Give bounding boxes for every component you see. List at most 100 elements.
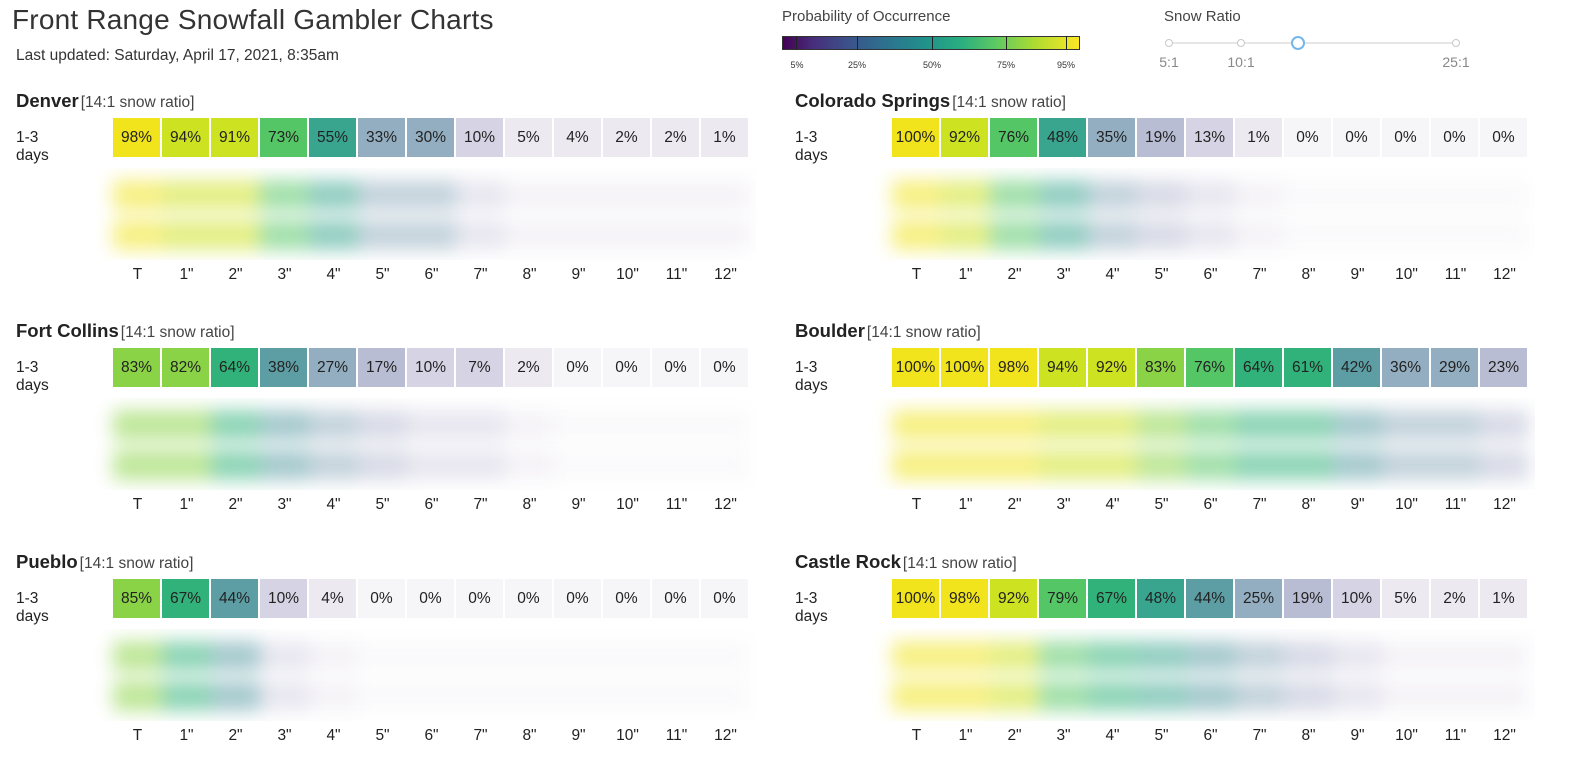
blurred-cell	[1186, 220, 1235, 250]
probability-cell: 2%	[652, 118, 700, 157]
probability-cell: 1%	[701, 118, 749, 157]
probability-cell: 67%	[1088, 579, 1136, 618]
blurred-cell	[603, 450, 652, 480]
blurred-cell	[701, 681, 750, 711]
probability-cell: 76%	[1186, 348, 1234, 387]
blurred-cell	[1284, 681, 1333, 711]
probability-cell: 100%	[892, 118, 940, 157]
probability-cell: 17%	[358, 348, 406, 387]
axis-label: 11"	[665, 266, 688, 283]
blurred-cell	[1186, 450, 1235, 480]
axis-label: 8"	[1301, 266, 1316, 283]
blurred-cell	[505, 641, 554, 671]
axis-label: 12"	[1493, 727, 1516, 744]
blurred-cell	[1137, 681, 1186, 711]
axis-label: 4"	[1105, 496, 1120, 513]
probability-cell: 5%	[505, 118, 553, 157]
blurred-cell	[1284, 410, 1333, 440]
axis-label: T	[132, 496, 143, 513]
axis-label: 3"	[1056, 727, 1071, 744]
blurred-cell	[260, 681, 309, 711]
legend-title: Probability of Occurrence	[782, 8, 951, 25]
city-snow-ratio: [14:1 snow ratio]	[952, 94, 1066, 111]
blurred-cell	[652, 681, 701, 711]
axis-label: 10"	[1395, 266, 1418, 283]
probability-cell: 0%	[505, 579, 553, 618]
blurred-cell	[701, 450, 750, 480]
blurred-cell	[1039, 681, 1088, 711]
snow-ratio-stop[interactable]	[1452, 39, 1460, 47]
blurred-cell	[1480, 410, 1529, 440]
blurred-cell	[1480, 180, 1529, 210]
blurred-cell	[554, 450, 603, 480]
blurred-cell	[1088, 641, 1137, 671]
blurred-cell	[652, 220, 701, 250]
blurred-cell	[456, 410, 505, 440]
blurred-cell	[1333, 180, 1382, 210]
axis-label: 2"	[228, 266, 243, 283]
city-snow-ratio: [14:1 snow ratio]	[79, 555, 194, 572]
probability-cell: 48%	[1039, 118, 1087, 157]
axis-label: 5"	[375, 266, 390, 283]
blurred-cell	[260, 180, 309, 210]
probability-cell: 98%	[990, 348, 1038, 387]
blurred-cell	[990, 180, 1039, 210]
row-label: 1-3 days	[16, 590, 49, 625]
blurred-cell	[211, 180, 260, 210]
legend-tick	[857, 36, 858, 50]
probability-cell: 0%	[652, 348, 700, 387]
probability-cell: 0%	[407, 579, 455, 618]
blurred-cell	[505, 220, 554, 250]
snow-ratio-slider-track[interactable]	[1169, 42, 1457, 44]
blurred-cell	[309, 220, 358, 250]
axis-label: T	[911, 266, 922, 283]
snow-ratio-stop[interactable]	[1237, 39, 1245, 47]
probability-cell: 13%	[1186, 118, 1234, 157]
blurred-cell	[309, 681, 358, 711]
blurred-cell	[941, 641, 990, 671]
city-header: Boulder [14:1 snow ratio]	[795, 320, 981, 342]
probability-cell: 92%	[941, 118, 989, 157]
city-name: Denver	[16, 90, 79, 111]
blurred-cell	[941, 220, 990, 250]
blurred-cell	[1088, 681, 1137, 711]
axis-label: 9"	[1350, 496, 1365, 513]
axis-label: 11"	[1444, 496, 1467, 513]
blurred-cell	[211, 410, 260, 440]
axis-label: 6"	[1203, 727, 1218, 744]
axis-label: 11"	[1444, 266, 1467, 283]
blurred-cell	[1235, 180, 1284, 210]
probability-cell: 19%	[1137, 118, 1185, 157]
probability-cell: 30%	[407, 118, 455, 157]
blurred-cell	[941, 681, 990, 711]
snow-ratio-slider-handle[interactable]	[1291, 36, 1305, 50]
blurred-cell	[407, 450, 456, 480]
blurred-cell	[990, 681, 1039, 711]
blurred-cell	[1039, 641, 1088, 671]
blurred-cell	[1284, 180, 1333, 210]
blurred-cell	[1186, 410, 1235, 440]
blurred-cell	[892, 410, 941, 440]
axis-label: 6"	[424, 727, 439, 744]
axis-label: 5"	[1154, 496, 1169, 513]
probability-cell: 2%	[603, 118, 651, 157]
axis-label: 6"	[424, 496, 439, 513]
axis-label: 1"	[179, 266, 194, 283]
blurred-cell	[113, 220, 162, 250]
legend-label: 50%	[922, 60, 942, 70]
axis-label: 4"	[1105, 266, 1120, 283]
blurred-cell	[211, 641, 260, 671]
blurred-cell	[1039, 220, 1088, 250]
city-header: Denver [14:1 snow ratio]	[16, 90, 194, 112]
probability-cell: 4%	[554, 118, 602, 157]
blurred-cell	[701, 641, 750, 671]
probability-cell: 1%	[1235, 118, 1283, 157]
snow-ratio-title: Snow Ratio	[1164, 8, 1241, 25]
probability-cell: 0%	[701, 348, 749, 387]
snow-ratio-stop[interactable]	[1165, 39, 1173, 47]
probability-cell: 42%	[1333, 348, 1381, 387]
probability-cell: 0%	[603, 348, 651, 387]
blurred-cell	[1235, 641, 1284, 671]
probability-cell: 85%	[113, 579, 161, 618]
blurred-cell	[505, 450, 554, 480]
